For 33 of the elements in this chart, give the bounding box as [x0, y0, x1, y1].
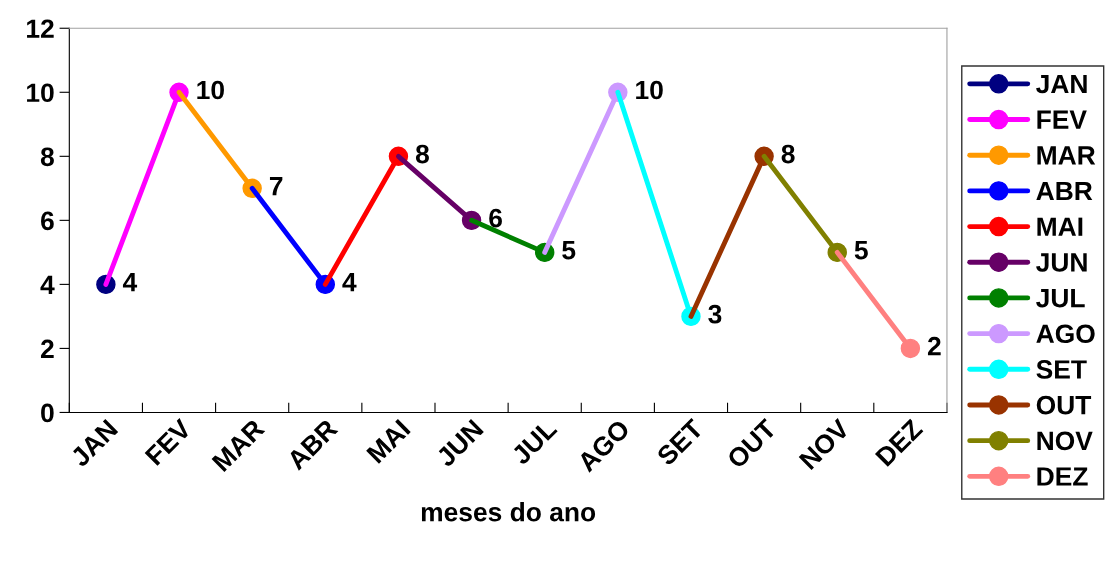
x-axis-title: meses do ano — [421, 502, 596, 522]
legend-label: JUL — [1036, 289, 1085, 308]
legend-label: AGO — [1036, 324, 1095, 344]
legend-label: DEZ — [1037, 467, 1088, 486]
data-label: 4 — [122, 273, 138, 292]
data-label: 7 — [269, 177, 283, 196]
data-label: 5 — [562, 241, 576, 260]
data-label: 3 — [708, 304, 722, 324]
y-tick-label: 2 — [40, 339, 54, 358]
y-tick-label: 8 — [40, 147, 54, 167]
legend-label: JAN — [1036, 74, 1087, 94]
legend-label: FEV — [1037, 110, 1087, 129]
data-label: 10 — [197, 80, 224, 100]
data-label: 8 — [781, 144, 795, 164]
legend-label: JUN — [1036, 253, 1087, 272]
x-tick-label: JUL — [510, 418, 558, 466]
data-label: 10 — [636, 80, 663, 100]
legend-label: ABR — [1036, 181, 1093, 201]
y-tick-label: 12 — [27, 19, 54, 38]
legend-label: MAR — [1037, 146, 1096, 165]
data-label: 2 — [927, 336, 941, 356]
legend-label: OUT — [1036, 395, 1092, 415]
y-tick-label: 6 — [41, 211, 54, 231]
data-label: 5 — [854, 241, 868, 260]
data-label: 4 — [342, 273, 357, 292]
legend-label: MAI — [1037, 217, 1083, 236]
point — [900, 338, 921, 359]
legend-label: SET — [1036, 360, 1087, 379]
y-tick-label: 0 — [41, 403, 54, 423]
y-tick-label: 4 — [40, 275, 55, 294]
y-tick-label: 10 — [27, 83, 54, 103]
data-label: 8 — [415, 144, 429, 164]
data-label: 6 — [489, 208, 502, 228]
